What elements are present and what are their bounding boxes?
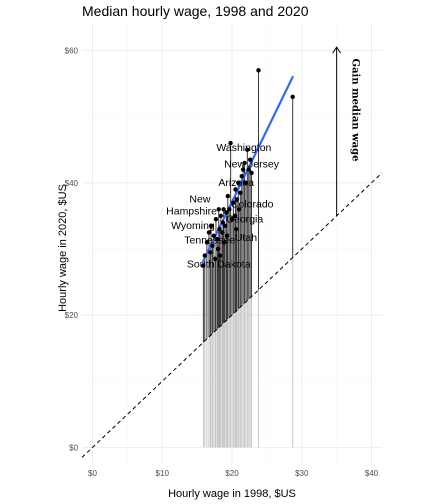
y-tick-label: $60 [65, 46, 79, 55]
data-point [231, 200, 236, 205]
data-point [236, 207, 242, 212]
data-point [220, 230, 225, 235]
data-point [215, 246, 221, 252]
state-label: Arizona [218, 177, 254, 189]
data-point [242, 160, 247, 166]
data-point [222, 240, 227, 245]
state-label: South Dakota [187, 258, 251, 270]
axis-ticks: $0 $10 $20 $30 $40 $0 $20 $40 $60 [65, 46, 379, 478]
data-point [224, 210, 229, 215]
data-point [243, 180, 249, 185]
data-point [210, 243, 215, 248]
data-point [202, 253, 207, 258]
state-label: New Jersey [224, 159, 280, 171]
data-point [240, 167, 246, 172]
x-axis-title: Hourly wage in 1998, $US [168, 488, 296, 500]
data-point [225, 193, 231, 199]
data-point [218, 213, 224, 219]
reference-line [81, 172, 383, 458]
annotation-layer: Gain median wage [332, 46, 361, 216]
x-tick-label: $40 [365, 469, 379, 478]
y-tick-label: $20 [65, 311, 79, 320]
reference-line-layer [81, 172, 383, 458]
y-tick-label: $40 [65, 179, 79, 188]
state-label: Colorado [231, 198, 274, 210]
data-point [247, 157, 253, 162]
x-tick-label: $20 [225, 469, 239, 478]
data-point [221, 207, 226, 212]
annotation-arrow-head [332, 46, 342, 54]
data-point [228, 140, 233, 146]
y-axis-title: Hourly wage in 2020, $US [57, 184, 69, 312]
data-point [290, 94, 295, 99]
data-point [233, 187, 238, 192]
state-label: Georgia [226, 213, 264, 225]
state-label: Tennessee [184, 235, 235, 247]
state-label: Hampshire [166, 206, 217, 218]
state-label: Wyoming [171, 220, 215, 232]
data-point [249, 170, 254, 176]
data-point [204, 240, 210, 245]
data-point [220, 220, 226, 225]
data-point [201, 263, 206, 268]
data-point [256, 68, 261, 73]
y-tick-label: $0 [69, 443, 78, 452]
data-point [213, 256, 218, 262]
chart-title: Median hourly wage, 1998 and 2020 [82, 3, 309, 19]
x-tick-label: $30 [295, 469, 309, 478]
data-point [217, 253, 223, 258]
data-point [229, 216, 235, 222]
data-point [211, 233, 217, 238]
x-tick-label: $10 [156, 469, 170, 478]
data-point [217, 226, 222, 232]
data-point [232, 213, 237, 219]
data-point [208, 223, 214, 229]
data-point [224, 233, 230, 238]
data-point [233, 226, 239, 232]
data-point [245, 147, 250, 152]
wage-gain-segments [202, 70, 294, 448]
data-point [222, 223, 228, 229]
data-point [239, 173, 244, 179]
data-points [201, 68, 295, 268]
state-label: Utah [235, 232, 257, 244]
data-point [215, 236, 220, 242]
data-point [206, 230, 212, 235]
data-point [216, 207, 221, 212]
data-point [246, 167, 251, 172]
data-point [238, 190, 243, 195]
annotation-text: Gain median wage [350, 59, 361, 162]
data-point [227, 207, 232, 212]
state-label: New [189, 194, 210, 206]
x-tick-label: $0 [88, 469, 97, 478]
data-point [234, 197, 240, 202]
data-point [236, 180, 241, 185]
data-point [208, 250, 213, 255]
state-label: Washington [216, 142, 271, 154]
data-point [213, 216, 219, 222]
